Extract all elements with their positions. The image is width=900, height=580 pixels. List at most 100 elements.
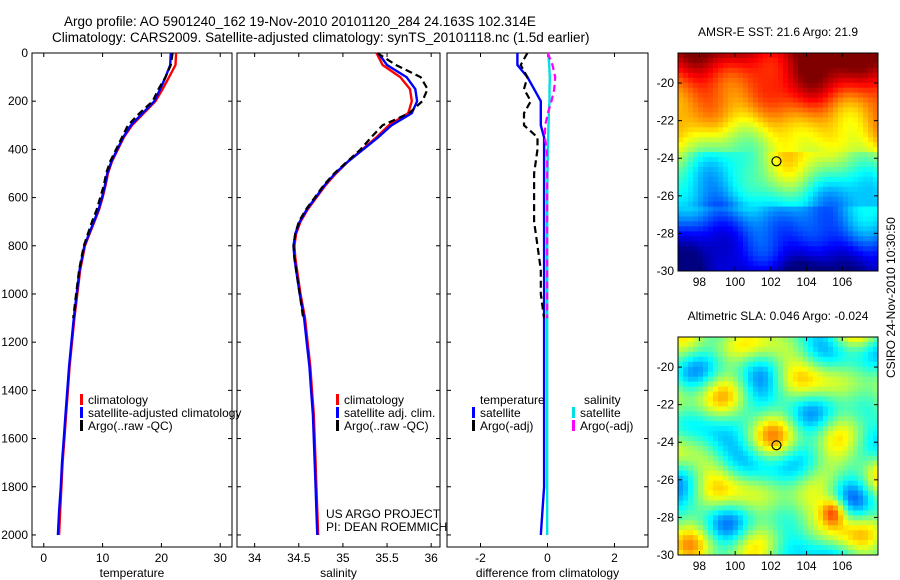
sla-heat-cell [858, 381, 864, 388]
sla-heat-cell [798, 406, 804, 412]
sst-heat-cell [768, 206, 774, 213]
sla-heat-cell [813, 421, 819, 427]
sla-heat-cell [688, 545, 694, 551]
sla-heat-cell [853, 455, 859, 462]
sla-heat-cell [823, 525, 829, 531]
sst-heat-cell [723, 166, 729, 173]
sla-heat-cell [738, 401, 744, 407]
sla-heat-cell [788, 366, 794, 373]
sla-heat-cell [728, 411, 734, 417]
sla-heat-cell [758, 381, 764, 388]
sla-heat-cell [833, 480, 839, 487]
sst-heat-cell [793, 117, 799, 123]
sst-heat-cell [773, 226, 779, 232]
sla-heat-cell [868, 485, 874, 492]
sla-heat-cell [828, 361, 834, 368]
sla-heat-cell [798, 416, 804, 422]
sst-heat-cell [738, 97, 744, 104]
sst-heat-cell [843, 92, 849, 99]
sla-heat-cell [713, 465, 719, 472]
sla-heat-cell [793, 376, 799, 383]
sla-heat-cell [868, 540, 874, 546]
sla-heat-cell [708, 490, 714, 497]
sst-heat-cell [873, 72, 878, 79]
sla-heat-cell [858, 515, 864, 521]
sla-heat-cell [683, 426, 689, 432]
sst-heat-cell [818, 236, 824, 242]
sla-heat-cell [713, 381, 719, 388]
sla-heat-cell [803, 480, 809, 487]
sst-heat-cell [768, 162, 774, 168]
sst-heat-cell [678, 181, 684, 188]
sst-heat-cell [808, 186, 814, 193]
sst-heat-cell [738, 77, 744, 84]
sla-heat-cell [768, 426, 774, 432]
sla-heat-cell [723, 436, 729, 442]
sla-heat-cell [713, 371, 719, 378]
sst-heat-cell [763, 87, 769, 94]
sla-heat-cell [753, 515, 759, 521]
sst-heat-cell [823, 216, 829, 223]
sla-heat-cell [728, 500, 734, 507]
sst-heat-cell [768, 152, 774, 158]
sla-heat-cell [848, 545, 854, 551]
sla-heat-cell [678, 431, 684, 437]
sla-heat-cell [798, 540, 804, 546]
sla-heat-cell [833, 446, 839, 452]
sst-heat-cell [693, 176, 699, 183]
sst-heat-cell [748, 137, 754, 143]
sla-heat-cell [773, 446, 779, 452]
sla-heat-cell [763, 480, 769, 487]
sla-heat-cell [698, 411, 704, 417]
sst-heat-cell [758, 53, 764, 59]
sst-heat-cell [828, 157, 834, 163]
sla-heat-cell [733, 480, 739, 487]
sst-heat-cell [813, 166, 819, 173]
sla-heat-cell [683, 480, 689, 487]
sst-heat-cell [808, 77, 814, 84]
sla-heat-cell [798, 500, 804, 507]
sla-heat-cell [863, 376, 869, 383]
sst-heat-cell [693, 166, 699, 173]
sst-heat-cell [718, 67, 724, 74]
sst-heat-cell [678, 132, 684, 138]
sst-heat-cell [678, 82, 684, 89]
sst-heat-cell [773, 181, 779, 188]
sst-heat-cell [838, 132, 844, 138]
sst-heat-cell [818, 221, 824, 227]
sla-heat-cell [853, 411, 859, 417]
sst-heat-cell [688, 137, 694, 143]
sla-heat-cell [823, 411, 829, 417]
sla-heat-cell [848, 386, 854, 393]
sla-heat-cell [818, 545, 824, 551]
sst-heat-cell [763, 157, 769, 163]
sst-heat-cell [703, 57, 709, 64]
sst-heat-cell [773, 261, 779, 267]
sla-heat-cell [833, 450, 839, 457]
sst-heat-cell [728, 266, 734, 271]
sla-heat-cell [693, 505, 699, 511]
sla-heat-cell [708, 426, 714, 432]
sst-heat-cell [698, 137, 704, 143]
sst-heat-cell [713, 157, 719, 163]
sla-heat-cell [728, 391, 734, 398]
sla-heat-cell [683, 421, 689, 427]
sst-heat-cell [818, 162, 824, 168]
sst-heat-cell [743, 122, 749, 128]
sla-heat-cell [828, 351, 834, 358]
sst-heat-cell [708, 132, 714, 138]
sst-heat-cell [778, 186, 784, 193]
sla-heat-cell [753, 421, 759, 427]
sla-heat-cell [773, 356, 779, 363]
sla-heat-cell [748, 386, 754, 393]
sla-heat-cell [843, 540, 849, 546]
sst-heat-cell [738, 226, 744, 232]
sla-heat-cell [753, 361, 759, 368]
sla-heat-cell [728, 480, 734, 487]
sla-heat-cell [823, 540, 829, 546]
sst-heat-cell [693, 186, 699, 193]
sla-heat-cell [838, 381, 844, 388]
sst-heat-cell [828, 87, 834, 94]
sst-heat-cell [743, 246, 749, 252]
sla-heat-cell [773, 436, 779, 442]
